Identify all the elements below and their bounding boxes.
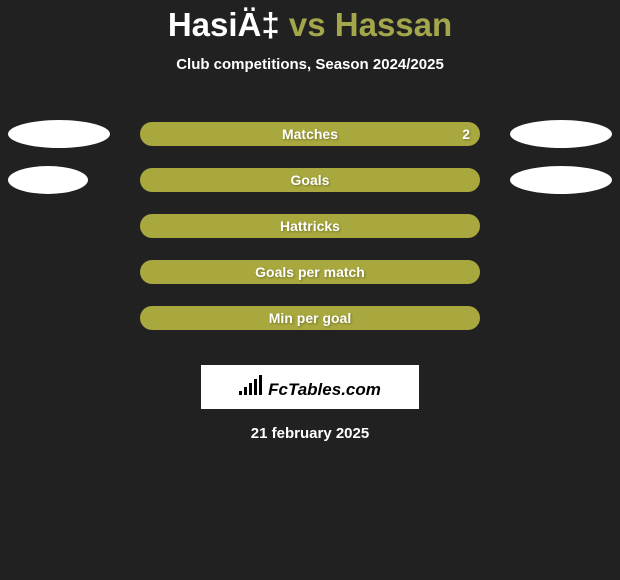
stats-section: Matches 2 Goals Hattricks Goals per match Min…: [0, 111, 620, 341]
stat-row: Goals: [0, 157, 620, 203]
stat-row: Min per goal: [0, 295, 620, 341]
logo-bar: [259, 375, 262, 395]
page-title: HasiÄ‡ vs Hassan: [0, 6, 620, 44]
main-container: HasiÄ‡ vs Hassan Club competitions, Seas…: [0, 0, 620, 442]
stat-row: Matches 2: [0, 111, 620, 157]
logo-box: FcTables.com: [201, 365, 419, 409]
stat-row: Hattricks: [0, 203, 620, 249]
player2-name: Hassan: [335, 6, 452, 43]
ellipse-left: [8, 166, 88, 194]
stat-label: Min per goal: [269, 310, 351, 326]
stat-label: Goals per match: [255, 264, 365, 280]
stat-pill: Hattricks: [140, 214, 480, 238]
stat-pill: Goals per match: [140, 260, 480, 284]
stat-pill: Min per goal: [140, 306, 480, 330]
logo-bar: [249, 383, 252, 395]
stat-pill: Matches 2: [140, 122, 480, 146]
stat-row: Goals per match: [0, 249, 620, 295]
logo-text: FcTables.com: [268, 380, 381, 400]
logo-bars-icon: [239, 375, 262, 395]
vs-label: vs: [289, 6, 326, 43]
footer-date: 21 february 2025: [0, 425, 620, 442]
stat-value-right: 2: [462, 126, 470, 142]
ellipse-right: [510, 166, 612, 194]
player1-name: HasiÄ‡: [168, 6, 280, 43]
logo-bar: [239, 391, 242, 395]
ellipse-left: [8, 120, 110, 148]
logo-bar: [254, 379, 257, 395]
subtitle: Club competitions, Season 2024/2025: [0, 56, 620, 73]
stat-pill: Goals: [140, 168, 480, 192]
logo-bar: [244, 387, 247, 395]
ellipse-right: [510, 120, 612, 148]
stat-label: Goals: [291, 172, 330, 188]
logo-content: FcTables.com: [239, 375, 381, 400]
stat-label: Hattricks: [280, 218, 340, 234]
stat-label: Matches: [282, 126, 338, 142]
